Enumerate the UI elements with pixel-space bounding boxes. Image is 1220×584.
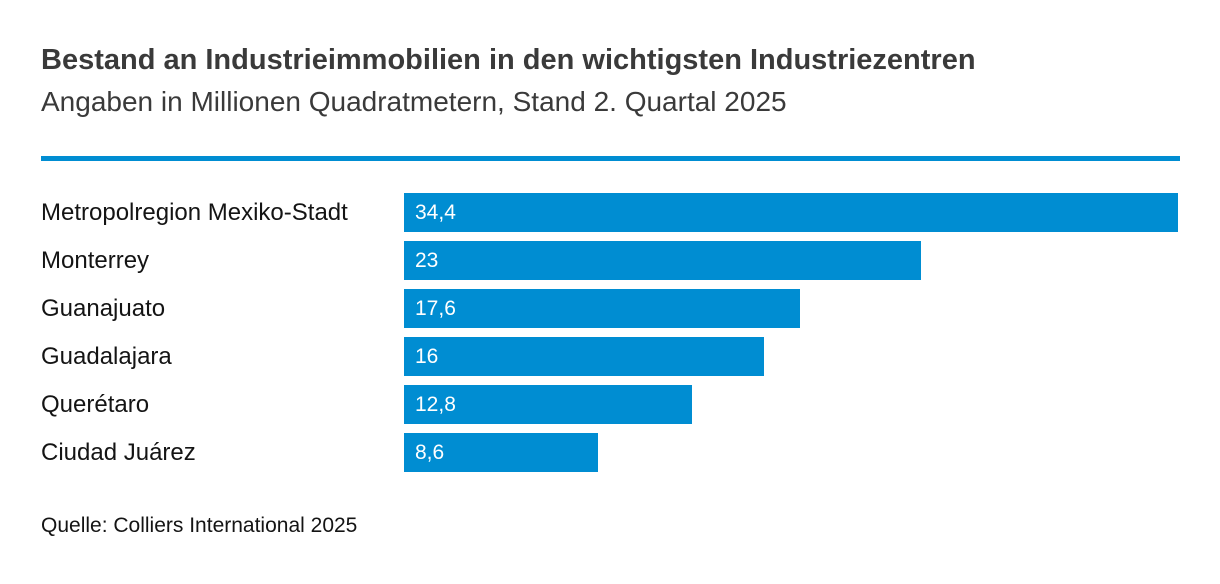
chart-row: Querétaro 12,8: [41, 385, 1178, 424]
bar-chart: Metropolregion Mexiko-Stadt 34,4 Monterr…: [41, 193, 1178, 481]
bar-track: 17,6: [404, 289, 1178, 328]
bar-value-label: 16: [415, 344, 439, 368]
bar-value-label: 12,8: [415, 392, 456, 416]
bar: 23: [404, 241, 922, 280]
bar: 34,4: [404, 193, 1178, 232]
bar: 16: [404, 337, 764, 376]
chart-title: Bestand an Industrieimmobilien in den wi…: [41, 44, 976, 76]
chart-row: Metropolregion Mexiko-Stadt 34,4: [41, 193, 1178, 232]
bar-value-label: 34,4: [415, 200, 456, 224]
bar: 17,6: [404, 289, 800, 328]
bar: 8,6: [404, 433, 598, 472]
bar-category-label: Guadalajara: [41, 342, 172, 370]
bar-value-label: 23: [415, 248, 439, 272]
bar-category-label: Querétaro: [41, 390, 150, 418]
chart-row: Ciudad Juárez 8,6: [41, 433, 1178, 472]
bar-track: 12,8: [404, 385, 1178, 424]
bar-category-label: Guanajuato: [41, 294, 166, 322]
bar-value-label: 8,6: [415, 440, 445, 464]
chart-row: Guanajuato 17,6: [41, 289, 1178, 328]
chart-row: Monterrey 23: [41, 241, 1178, 280]
bar-track: 34,4: [404, 193, 1178, 232]
chart-row: Guadalajara 16: [41, 337, 1178, 376]
chart-subtitle: Angaben in Millionen Quadratmetern, Stan…: [41, 86, 787, 117]
bar-track: 8,6: [404, 433, 1178, 472]
source-note: Quelle: Colliers International 2025: [41, 514, 358, 537]
chart-header: Bestand an Industrieimmobilien in den wi…: [41, 44, 1180, 118]
bar-track: 23: [404, 241, 1178, 280]
bar-category-label: Metropolregion Mexiko-Stadt: [41, 198, 348, 226]
bar: 12,8: [404, 385, 692, 424]
bar-track: 16: [404, 337, 1178, 376]
bar-value-label: 17,6: [415, 296, 456, 320]
accent-divider-line: [41, 156, 1180, 161]
bar-category-label: Monterrey: [41, 246, 150, 274]
bar-category-label: Ciudad Juárez: [41, 438, 196, 466]
